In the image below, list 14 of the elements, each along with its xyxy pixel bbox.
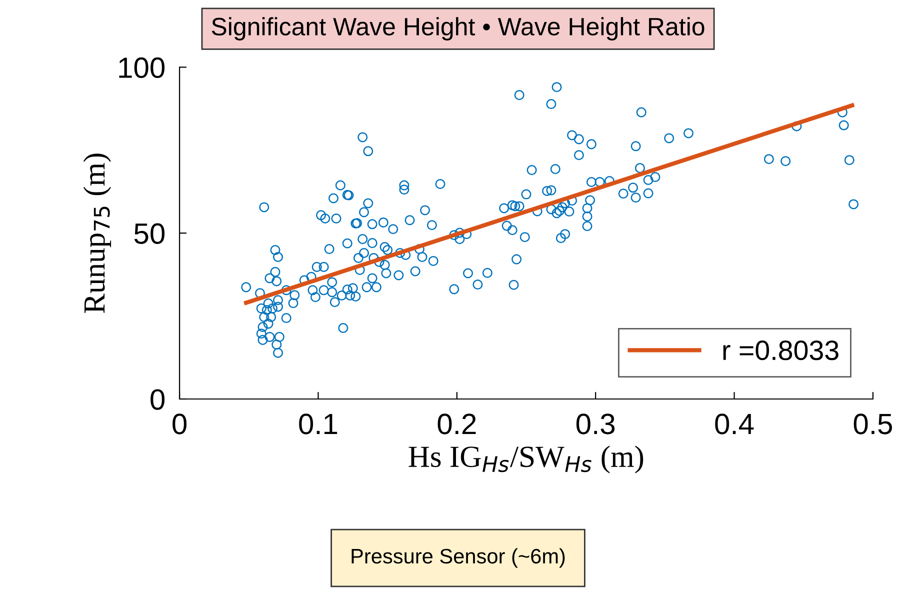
- x-tick-label: 0.3: [576, 414, 615, 434]
- legend-label: r =0.8033: [723, 340, 838, 360]
- x-axis-title: Hs IG$_{Hs}$/SW$_{Hs}$ (m): [408, 446, 644, 474]
- x-tick-label: 0.1: [299, 414, 338, 434]
- x-tick-label: 0.4: [715, 414, 754, 434]
- x-tick-label: 0.5: [854, 414, 892, 434]
- chart-title: Significant Wave Height • Wave Height Ratio: [212, 17, 704, 40]
- x-tick-label: 0: [172, 414, 187, 434]
- y-tick-label: 100: [119, 57, 165, 78]
- y-axis-title: Runup$_{75}$ (m): [83, 154, 112, 314]
- x-tick-label: 0.2: [438, 414, 476, 434]
- y-tick-label: 0: [150, 389, 165, 410]
- y-tick-label: 50: [134, 223, 165, 244]
- text: Pressure Sensor (~6m): [352, 548, 565, 568]
